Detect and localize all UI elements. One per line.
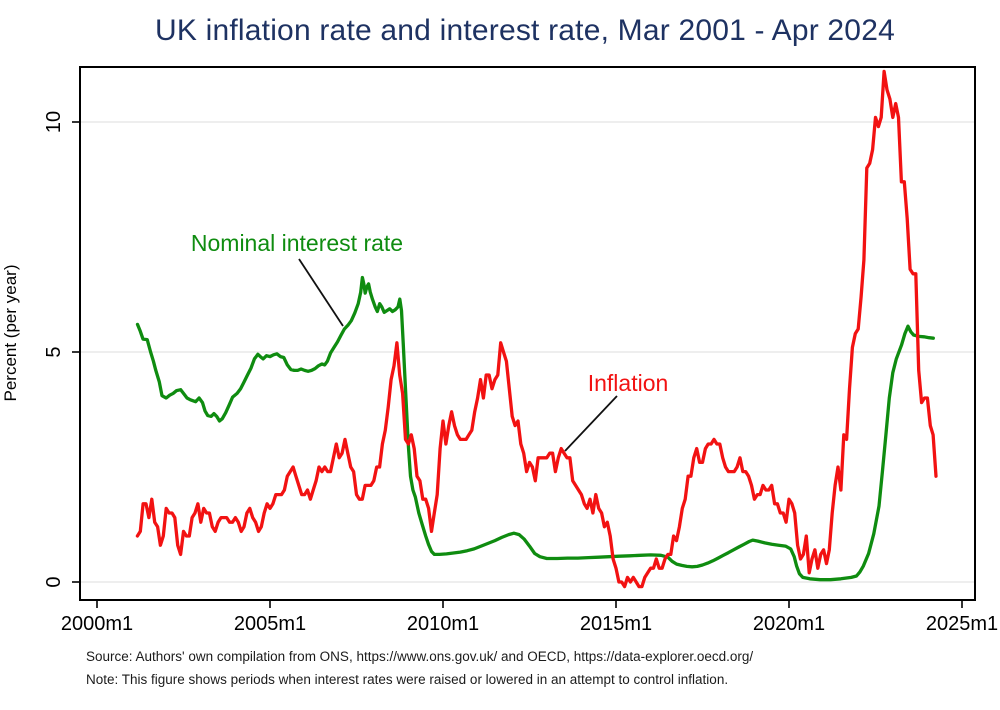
source-text: Source: Authors' own compilation from ON… <box>86 649 753 664</box>
inflation-annotation-pointer <box>564 395 618 452</box>
x-tick-label-2010: 2010m1 <box>407 613 479 635</box>
plot-frame <box>79 66 976 601</box>
interest-annotation-pointer <box>298 258 344 327</box>
x-tick-label-2020: 2020m1 <box>753 613 825 635</box>
y-tick-label-0: 0 <box>43 576 65 587</box>
y-tick-label-5: 5 <box>43 346 65 357</box>
note-text: Note: This figure shows periods when int… <box>86 672 728 687</box>
inflation-annotation-label: Inflation <box>588 370 669 396</box>
x-tick-label-2000: 2000m1 <box>61 613 133 635</box>
chart-title: UK inflation rate and interest rate, Mar… <box>155 14 895 47</box>
x-axis: 2000m1 2005m1 2010m1 2015m1 2020m1 2025m1 <box>61 600 998 635</box>
interest-annotation-label: Nominal interest rate <box>191 230 403 256</box>
interest-rate-line <box>135 275 935 582</box>
y-tick-label-10: 10 <box>43 111 65 133</box>
x-tick-label-2005: 2005m1 <box>234 613 306 635</box>
inflation-line <box>135 69 938 589</box>
gridlines <box>81 121 974 583</box>
x-tick-label-2015: 2015m1 <box>580 613 652 635</box>
x-tick-label-2025: 2025m1 <box>926 613 998 635</box>
y-axis: 0 5 10 <box>43 111 80 588</box>
y-axis-title: Percent (per year) <box>1 265 20 402</box>
